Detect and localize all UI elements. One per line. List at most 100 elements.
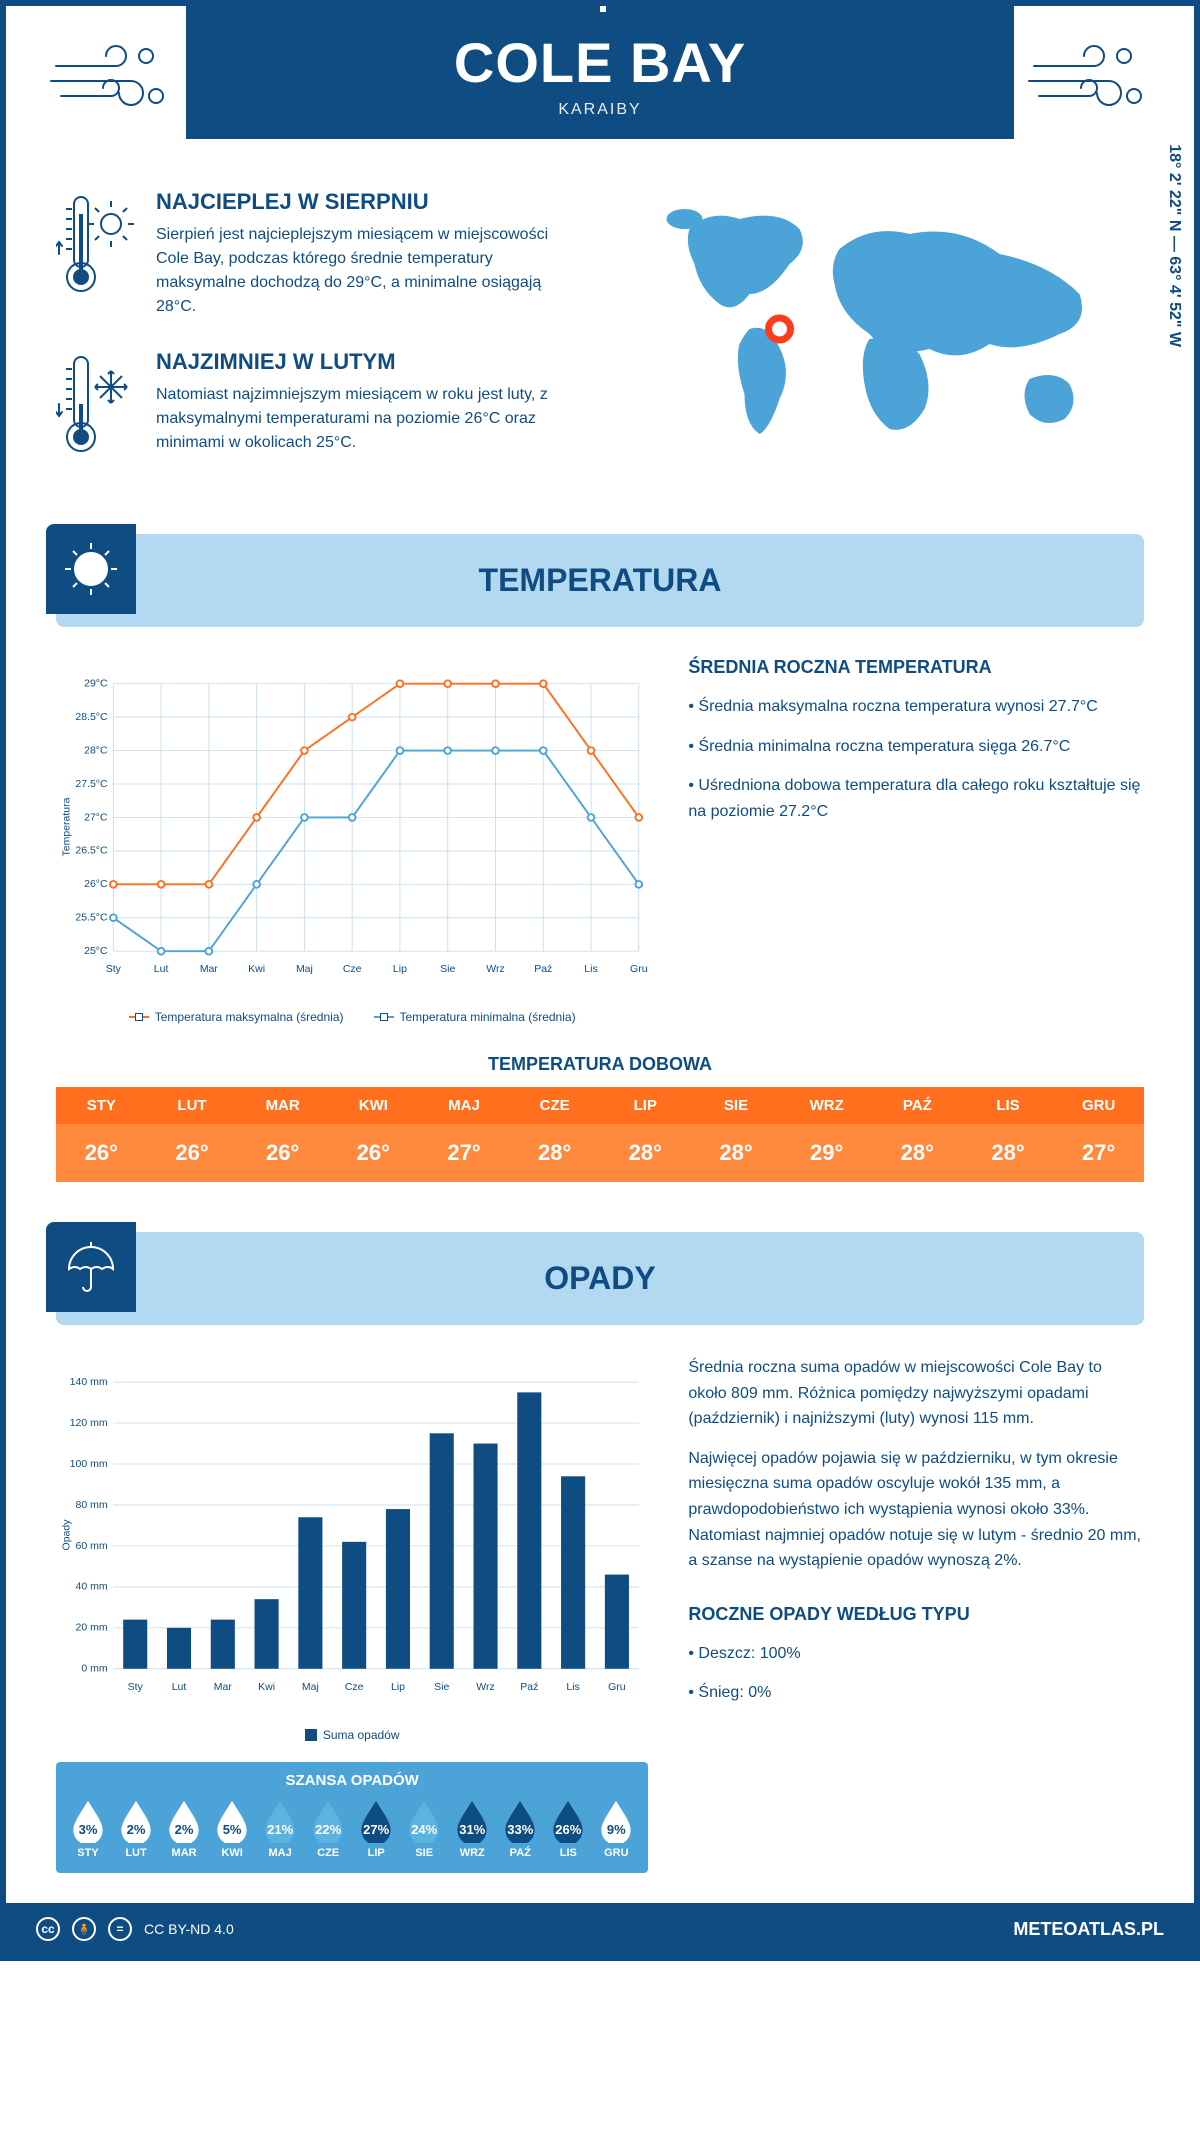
chance-month: LIP [354,1847,398,1859]
precipitation-chance-title: SZANSA OPADÓW [56,1772,648,1789]
chance-percentage: 3% [69,1822,107,1837]
daily-month-header: SIE [691,1087,782,1124]
svg-text:Lis: Lis [584,963,597,975]
coordinates-label: 18° 2' 22" N — 63° 4' 52" W [1165,144,1183,347]
svg-text:140 mm: 140 mm [70,1376,108,1388]
precipitation-summary-p1: Średnia roczna suma opadów w miejscowośc… [688,1355,1144,1432]
precipitation-chart-container: 0 mm20 mm40 mm60 mm80 mm100 mm120 mm140 … [56,1355,648,1873]
svg-text:Wrz: Wrz [476,1681,494,1693]
precipitation-title: OPADY [544,1260,655,1296]
raindrop-icon: 9% [597,1799,635,1843]
cc-icon: cc [36,1917,60,1941]
raindrop-icon: 5% [213,1799,251,1843]
svg-text:Gru: Gru [630,963,648,975]
svg-text:Sty: Sty [128,1681,144,1693]
precipitation-bar-chart: 0 mm20 mm40 mm60 mm80 mm100 mm120 mm140 … [56,1355,648,1715]
daily-month-header: WRZ [781,1087,872,1124]
raindrop-icon: 2% [117,1799,155,1843]
precipitation-type-bullet: Deszcz: 100% [688,1641,1144,1667]
hot-fact: NAJCIEPLEJ W SIERPNIU Sierpień jest najc… [56,189,585,319]
svg-text:25.5°C: 25.5°C [75,912,108,924]
daily-month-header: LIP [600,1087,691,1124]
raindrop-icon: 24% [405,1799,443,1843]
precipitation-summary: Średnia roczna suma opadów w miejscowośc… [688,1355,1144,1873]
chance-percentage: 24% [405,1822,443,1837]
svg-text:Lut: Lut [172,1681,187,1693]
chance-cell: 21% MAJ [258,1799,302,1859]
chance-month: SIE [402,1847,446,1859]
precipitation-legend: Suma opadów [56,1728,648,1742]
nd-icon: = [108,1917,132,1941]
daily-month-header: LUT [147,1087,238,1124]
chance-percentage: 26% [549,1822,587,1837]
temperature-line-chart: 25°C25.5°C26°C26.5°C27°C27.5°C28°C28.5°C… [56,657,648,997]
raindrop-icon: 2% [165,1799,203,1843]
svg-text:20 mm: 20 mm [75,1622,107,1634]
by-icon: 🧍 [72,1917,96,1941]
daily-month-header: KWI [328,1087,419,1124]
chance-cell: 2% LUT [114,1799,158,1859]
chance-cell: 9% GRU [594,1799,638,1859]
daily-temperature-value: 28° [600,1124,691,1182]
daily-temperature-value: 28° [509,1124,600,1182]
svg-text:Lip: Lip [393,963,407,975]
temperature-summary-list: Średnia maksymalna roczna temperatura wy… [688,694,1144,824]
thermometer-hot-icon [56,189,136,299]
chance-percentage: 31% [453,1822,491,1837]
svg-text:60 mm: 60 mm [75,1540,107,1552]
svg-text:27°C: 27°C [84,811,108,823]
infographic-frame: COLE BAY KARAIBY [0,0,1200,1961]
svg-text:27.5°C: 27.5°C [75,778,108,790]
svg-text:Maj: Maj [296,963,313,975]
raindrop-icon: 22% [309,1799,347,1843]
svg-text:Sie: Sie [434,1681,449,1693]
temperature-bullet: Średnia minimalna roczna temperatura się… [688,734,1144,760]
daily-temperature-value: 29° [781,1124,872,1182]
chance-cell: 3% STY [66,1799,110,1859]
chance-month: STY [66,1847,110,1859]
daily-month-header: CZE [509,1087,600,1124]
svg-text:Mar: Mar [214,1681,233,1693]
sun-icon [61,539,121,599]
svg-text:Temperatura: Temperatura [60,797,72,856]
chance-month: CZE [306,1847,350,1859]
daily-temperature-value: 26° [147,1124,238,1182]
umbrella-icon [61,1237,121,1297]
chance-percentage: 21% [261,1822,299,1837]
license-text: CC BY-ND 4.0 [144,1921,234,1937]
chance-percentage: 9% [597,1822,635,1837]
chance-month: GRU [594,1847,638,1859]
temperature-summary-title: ŚREDNIA ROCZNA TEMPERATURA [688,657,1144,678]
wind-decoration-left [46,36,176,126]
chance-percentage: 2% [117,1822,155,1837]
daily-temperature-value: 28° [691,1124,782,1182]
daily-month-header: MAR [237,1087,328,1124]
daily-month-header: GRU [1053,1087,1144,1124]
daily-temperature-value: 28° [872,1124,963,1182]
svg-text:0 mm: 0 mm [81,1663,108,1675]
temperature-legend: Temperatura maksymalna (średnia) Tempera… [56,1010,648,1024]
svg-text:Sty: Sty [106,963,122,975]
precipitation-summary-p2: Najwięcej opadów pojawia się w październ… [688,1446,1144,1574]
daily-temperature-value: 27° [419,1124,510,1182]
wind-decoration-right [1024,36,1154,126]
chance-month: KWI [210,1847,254,1859]
svg-text:80 mm: 80 mm [75,1499,107,1511]
chance-percentage: 2% [165,1822,203,1837]
svg-text:Gru: Gru [608,1681,626,1693]
precipitation-chance-box: SZANSA OPADÓW 3% STY 2% LUT 2% MAR 5% KW… [56,1762,648,1873]
svg-text:40 mm: 40 mm [75,1581,107,1593]
legend-max-label: Temperatura maksymalna (średnia) [155,1010,344,1024]
daily-temperature-section: TEMPERATURA DOBOWA STYLUTMARKWIMAJCZELIP… [6,1054,1194,1182]
intro-section: NAJCIEPLEJ W SIERPNIU Sierpień jest najc… [6,159,1194,534]
svg-text:Paź: Paź [534,963,552,975]
svg-text:Sie: Sie [440,963,455,975]
daily-temperature-value: 26° [328,1124,419,1182]
precipitation-type-bullet: Śnieg: 0% [688,1680,1144,1706]
daily-temperature-value: 26° [237,1124,328,1182]
temperature-summary: ŚREDNIA ROCZNA TEMPERATURA Średnia maksy… [688,657,1144,1024]
chance-cell: 26% LIS [546,1799,590,1859]
svg-text:Lip: Lip [391,1681,405,1693]
chance-cell: 24% SIE [402,1799,446,1859]
chance-cell: 31% WRZ [450,1799,494,1859]
